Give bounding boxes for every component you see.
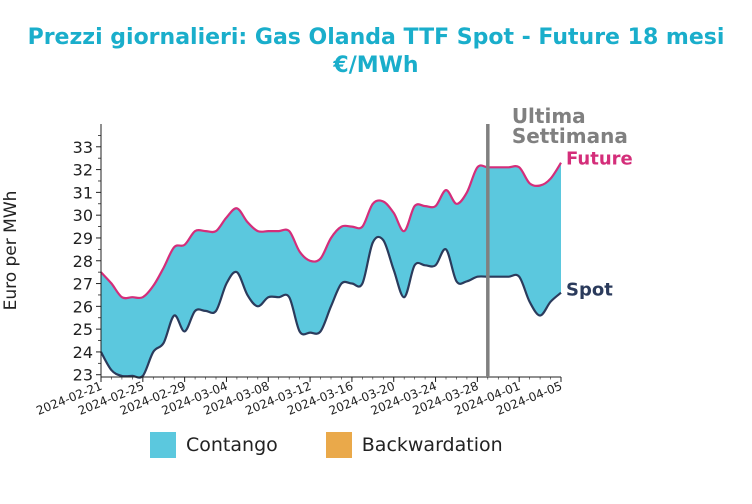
y-tick-label: 31 xyxy=(73,183,93,202)
future-line xyxy=(100,162,562,300)
legend-label-backwardation: Backwardation xyxy=(361,434,503,456)
spot-line xyxy=(100,235,562,379)
y-tick-label: 26 xyxy=(73,297,93,316)
y-tick-label: 27 xyxy=(73,275,93,294)
chart-title-line2: €/MWh xyxy=(333,53,419,78)
y-tick-label: 25 xyxy=(73,320,93,339)
last-week-label-line1: Ultima xyxy=(512,104,586,128)
y-tick-label: 29 xyxy=(73,229,93,248)
last-week-label-line2: Settimana xyxy=(512,124,628,148)
y-axis-label: Euro per MWh xyxy=(1,191,21,311)
legend-item-backwardation: Backwardation xyxy=(325,432,503,458)
legend-item-contango: Contango xyxy=(150,432,278,458)
legend-swatch-contango xyxy=(150,432,176,458)
y-tick-label: 24 xyxy=(73,343,93,362)
price-chart: 23242526272829303132332024-02-212024-02-… xyxy=(1,104,633,418)
legend-label-contango: Contango xyxy=(186,434,278,456)
y-tick-label: 30 xyxy=(73,206,93,225)
y-tick-label: 33 xyxy=(73,138,93,157)
spot-series-label: Spot xyxy=(566,280,613,301)
y-tick-label: 32 xyxy=(73,161,93,180)
future-series-label: Future xyxy=(566,149,633,170)
y-tick-label: 23 xyxy=(73,366,93,385)
chart-title-line1: Prezzi giornalieri: Gas Olanda TTF Spot … xyxy=(27,25,725,50)
contango-fill-area xyxy=(101,162,561,378)
y-tick-label: 28 xyxy=(73,252,93,271)
legend-swatch-backwardation xyxy=(325,432,352,458)
chart-title: Prezzi giornalieri: Gas Olanda TTF Spot … xyxy=(0,24,752,80)
legend: Contango Backwardation xyxy=(150,432,551,458)
